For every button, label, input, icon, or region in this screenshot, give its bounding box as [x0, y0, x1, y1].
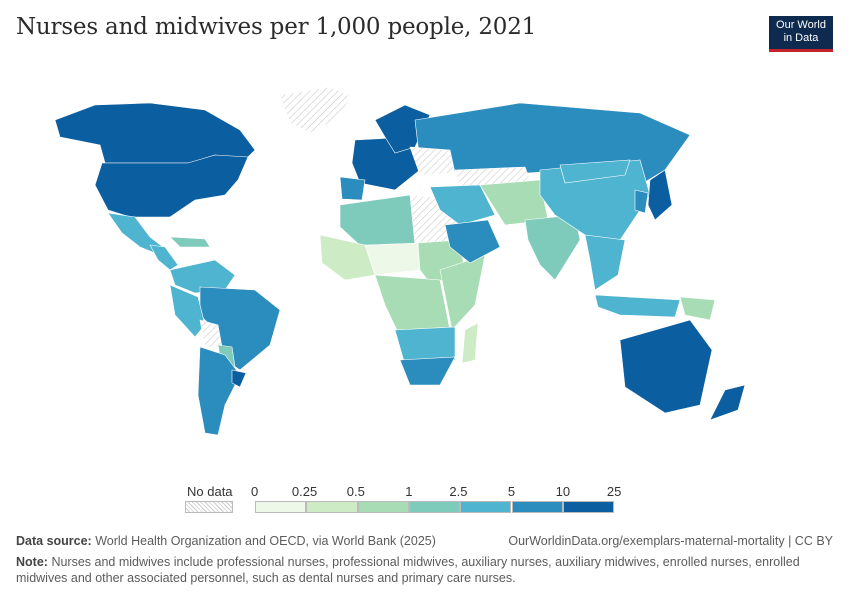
region-middle-east[interactable]: [429, 184, 496, 226]
region-caribbean[interactable]: [169, 236, 211, 248]
source-label: Data source:: [16, 534, 92, 548]
logo-line-1: Our World: [776, 19, 826, 31]
legend-swatch-2[interactable]: [357, 501, 409, 513]
region-mongolia[interactable]: [559, 159, 631, 184]
region-brazil[interactable]: [199, 286, 281, 371]
region-madagascar[interactable]: [461, 322, 479, 364]
legend-tick-label: 1: [405, 484, 413, 499]
legend-tick-label: 25: [606, 484, 622, 499]
region-argentina-chile[interactable]: [197, 346, 241, 436]
legend-tick-label: 5: [507, 484, 516, 499]
region-iberia[interactable]: [339, 176, 366, 201]
data-source: Data source: World Health Organization a…: [16, 534, 436, 548]
region-united-states[interactable]: [94, 154, 249, 218]
region-west-africa[interactable]: [319, 234, 376, 281]
region-southeast-asia[interactable]: [584, 234, 626, 291]
source-text[interactable]: World Health Organization and OECD, via …: [95, 534, 436, 548]
region-central-america[interactable]: [149, 244, 179, 271]
region-korea[interactable]: [634, 189, 649, 214]
owid-logo[interactable]: Our World in Data: [769, 16, 833, 52]
region-australia[interactable]: [619, 319, 713, 414]
legend-swatch-0[interactable]: [255, 501, 307, 513]
region-new-zealand[interactable]: [709, 384, 746, 421]
region-canada[interactable]: [54, 102, 256, 164]
legend-tick-label: 2.5: [449, 484, 468, 499]
logo-line-2: in Data: [783, 32, 819, 44]
region-southern-africa[interactable]: [394, 326, 456, 366]
legend-swatch-3[interactable]: [408, 501, 461, 513]
legend-swatch-4[interactable]: [460, 501, 512, 513]
legend-no-data-swatch[interactable]: [185, 501, 233, 513]
legend-swatch-6[interactable]: [562, 501, 615, 513]
world-map[interactable]: [0, 75, 850, 475]
region-greenland[interactable]: [279, 86, 353, 134]
region-south-africa[interactable]: [399, 356, 456, 386]
region-indonesia[interactable]: [594, 294, 681, 318]
legend-tick-label: 10: [555, 484, 571, 499]
region-ukraine-belarus[interactable]: [409, 146, 456, 176]
region-peru[interactable]: [169, 284, 206, 338]
region-iran-central-asia[interactable]: [479, 179, 549, 226]
region-uruguay[interactable]: [231, 369, 247, 388]
legend-swatch-5[interactable]: [511, 501, 563, 513]
note-text: Nurses and midwives include professional…: [16, 555, 800, 585]
legend-swatch-1[interactable]: [306, 501, 358, 513]
chart-title: Nurses and midwives per 1,000 people, 20…: [16, 14, 537, 40]
chart-note: Note: Nurses and midwives include profes…: [16, 554, 816, 586]
note-label: Note:: [16, 555, 48, 569]
legend-tick-label: 0.25: [291, 484, 318, 499]
region-papua-new-guinea[interactable]: [679, 296, 716, 321]
region-scandinavia[interactable]: [374, 104, 431, 154]
legend-no-data-label: No data: [187, 484, 233, 499]
source-url[interactable]: OurWorldinData.org/exemplars-maternal-mo…: [508, 534, 833, 548]
legend-tick-label: 0.5: [346, 484, 365, 499]
region-saudi-arabia[interactable]: [444, 219, 501, 264]
legend-tick-label: 0: [251, 484, 259, 499]
region-japan[interactable]: [647, 169, 673, 221]
region-sahel[interactable]: [364, 242, 421, 276]
